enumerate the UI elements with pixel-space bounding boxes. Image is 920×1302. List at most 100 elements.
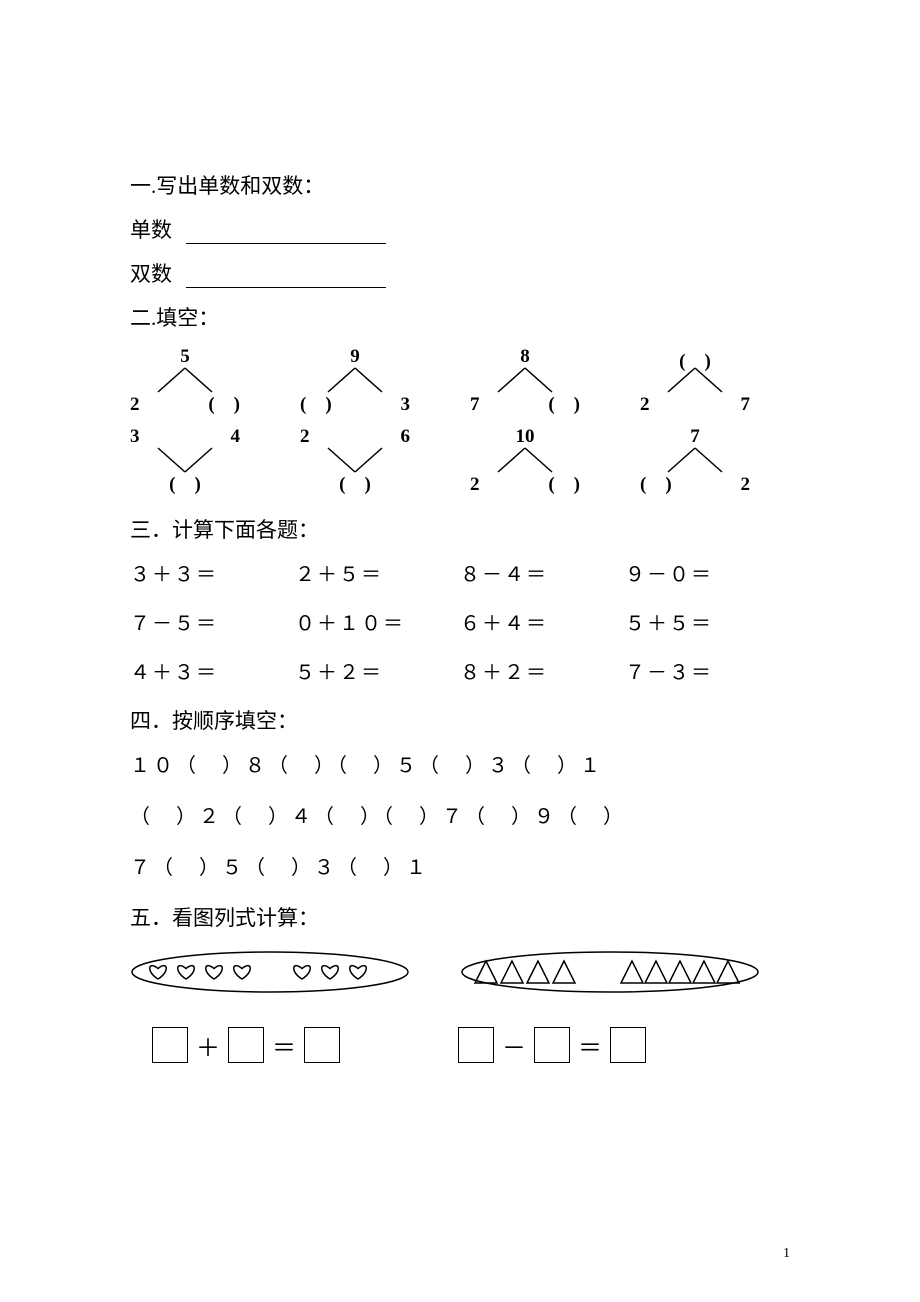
heart-shapes [130,950,410,994]
number-bond: 8 7 ( ) [470,346,580,416]
triangle-icon [501,961,523,983]
eq1-box1[interactable] [152,1027,188,1063]
bond-right: 3 [401,394,411,416]
triangle-icon [553,961,575,983]
equals-sign-2: ＝ [578,1028,602,1063]
calc-row: ３＋３＝２＋５＝８－４＝９－０＝ [130,558,790,587]
bond-top-left: 2 [300,426,310,448]
section2-title: 二.填空： [130,302,790,332]
number-bond: 2 6 ( ) [300,426,410,496]
bond-top: 8 [520,346,530,368]
page-number: 1 [783,1246,790,1262]
bond-right: ( ) [548,389,580,416]
eq1-box3[interactable] [304,1027,340,1063]
bond-top: 7 [690,426,700,448]
bond-top: 9 [350,346,360,368]
number-bond: ( )27 [640,346,750,416]
heart-icon [294,966,311,979]
bond-left: ( ) [640,469,672,496]
triangle-shapes [460,950,760,994]
heart-icon [234,966,251,979]
calc-cell: ６＋４＝ [460,607,625,636]
seq-rows: １０（ ）８（ ）（ ）５（ ）３（ ）１ （ ）２（ ）４（ ）（ ）７（ ）９… [130,749,790,880]
even-label: 双数 [130,258,172,288]
bond-right: 2 [741,474,751,496]
bond-bottom: ( ) [169,469,201,496]
section5-title: 五．看图列式计算： [130,902,790,932]
bond-bottom: ( ) [339,469,371,496]
plus-sign: ＋ [196,1028,220,1063]
heart-group [130,950,410,999]
number-bond: 3 4 ( ) [130,426,240,496]
triangle-icon [475,961,497,983]
triangle-group [460,950,760,999]
eq2-box3[interactable] [610,1027,646,1063]
triangle-icon [669,961,691,983]
calc-row: ７－５＝０＋１０＝６＋４＝５＋５＝ [130,607,790,636]
calc-rows: ３＋３＝２＋５＝８－４＝９－０＝ ７－５＝０＋１０＝６＋４＝５＋５＝ ４＋３＝５＋２… [130,558,790,685]
bond-row-2: 3 4 ( ) 2 6 ( ) 10 2 ( ) 7 ( ) 2 [130,426,790,496]
calc-cell: ７－３＝ [625,656,790,685]
triangle-icon [717,961,739,983]
heart-icon [322,966,339,979]
even-row: 双数 [130,258,790,288]
calc-row: ４＋３＝５＋２＝８＋２＝７－３＝ [130,656,790,685]
triangle-icon [693,961,715,983]
calc-cell: ７－５＝ [130,607,295,636]
bond-left: 2 [130,394,140,416]
calc-cell: ４＋３＝ [130,656,295,685]
seq-row: ７（ ）５（ ）３（ ）１ [130,851,790,880]
equation-2: － ＝ [458,1027,646,1063]
triangle-icon [527,961,549,983]
bond-left: 2 [470,474,480,496]
bond-right: 7 [741,394,751,416]
heart-icon [150,966,167,979]
triangle-icon [645,961,667,983]
picture-row [130,950,790,999]
bond-left: 2 [640,394,650,416]
calc-cell: ５＋５＝ [625,607,790,636]
bond-left: ( ) [300,389,332,416]
number-bond: 7 ( ) 2 [640,426,750,496]
calc-cell: ８－４＝ [460,558,625,587]
bond-legs [660,366,730,399]
calc-cell: ３＋３＝ [130,558,295,587]
bond-row-1: 52( )9( )387( )( )27 [130,346,790,416]
heart-icon [206,966,223,979]
bond-left: 7 [470,394,480,416]
section4-title: 四．按顺序填空： [130,705,790,735]
calc-cell: ５＋２＝ [295,656,460,685]
triangle-icon [621,961,643,983]
even-blank[interactable] [186,266,386,288]
eq2-box1[interactable] [458,1027,494,1063]
section3-title: 三．计算下面各题： [130,514,790,544]
equation-1: ＋ ＝ [152,1027,340,1063]
odd-row: 单数 [130,214,790,244]
heart-icon [350,966,367,979]
calc-cell: ０＋１０＝ [295,607,460,636]
bond-top: 10 [516,426,535,448]
calc-cell: ２＋５＝ [295,558,460,587]
bond-top: 5 [180,346,190,368]
bond-top-left: 3 [130,426,140,448]
number-bond: 10 2 ( ) [470,426,580,496]
section1-title: 一.写出单数和双数： [130,170,790,200]
equation-row: ＋ ＝ － ＝ [152,1027,790,1063]
bond-top-right: 4 [231,426,241,448]
eq2-box2[interactable] [534,1027,570,1063]
calc-cell: ９－０＝ [625,558,790,587]
heart-icon [178,966,195,979]
odd-label: 单数 [130,214,172,244]
seq-row: １０（ ）８（ ）（ ）５（ ）３（ ）１ [130,749,790,778]
number-bond: 9 ( ) 3 [300,346,410,416]
seq-row: （ ）２（ ）４（ ）（ ）７（ ）９（ ） [130,800,790,829]
bond-right: ( ) [208,389,240,416]
calc-cell: ８＋２＝ [460,656,625,685]
minus-sign: － [502,1028,526,1063]
bond-right: ( ) [548,469,580,496]
number-bond: 5 2 ( ) [130,346,240,416]
odd-blank[interactable] [186,222,386,244]
eq1-box2[interactable] [228,1027,264,1063]
bond-top-right: 6 [401,426,411,448]
equals-sign-1: ＝ [272,1028,296,1063]
